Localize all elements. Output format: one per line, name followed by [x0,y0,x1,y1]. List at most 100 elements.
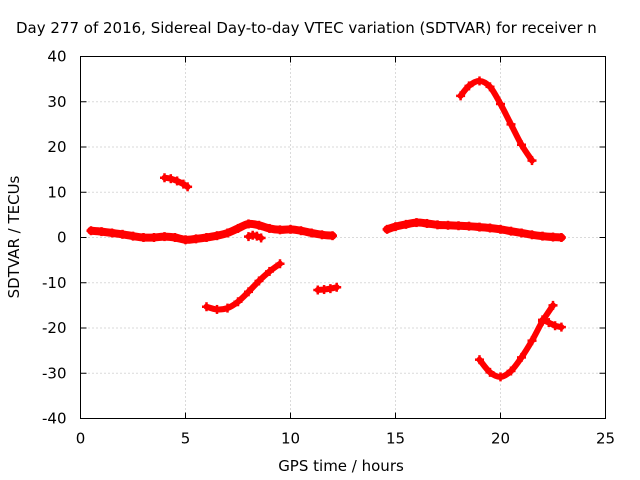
data-point [401,219,411,229]
data-point [506,366,516,376]
data-point [456,91,466,101]
x-axis-label: GPS time / hours [278,457,404,475]
data-point [202,233,211,242]
data-point [212,231,222,241]
data-point [170,233,180,242]
data-point [139,233,148,242]
data-point [325,284,335,294]
data-point [307,228,316,238]
data-point [485,223,495,233]
series-main-band-early [86,219,337,245]
series-short-arc-negative-19 [538,315,566,332]
data-point [275,225,285,235]
data-point [382,224,392,234]
y-tick-label: -10 [42,274,67,292]
x-tick-label: 0 [76,430,86,448]
data-point [317,230,327,240]
x-tick-label: 25 [596,430,615,448]
series-short-arc-negative-11 [313,282,342,295]
data-point [328,231,337,241]
y-tick-label: 20 [47,138,66,156]
data-point [538,315,547,325]
data-point [332,282,342,292]
data-point [128,231,138,241]
data-point [265,223,274,233]
x-tick-label: 20 [491,430,510,448]
data-point [485,82,495,92]
y-tick-label: 0 [57,229,67,247]
data-point [556,322,566,332]
data-point [496,224,505,234]
x-tick-label: 5 [181,430,191,448]
data-point [172,176,182,186]
data-point [475,222,484,232]
y-tick-label: 30 [47,93,66,111]
data-point [118,229,127,239]
data-point [233,297,243,307]
series-line [87,219,337,244]
data-point [391,222,400,232]
data-point [475,355,484,365]
series-arc-high-30 [456,76,537,166]
data-point [454,221,463,231]
data-point [412,218,421,228]
data-point [517,140,526,150]
y-tick-label: 10 [47,183,66,201]
data-point [550,321,560,331]
y-axis: -40 -30 -20 -10 0 10 20 30 40 [42,48,606,428]
data-point [244,287,253,297]
data-point [166,174,176,184]
data-point [496,372,505,382]
data-point [538,231,547,241]
data-point [517,228,526,238]
data-point [296,226,306,236]
data-point [223,303,232,313]
y-tick-label: 40 [47,48,66,66]
data-point [149,233,159,242]
series-arc-low-30 [475,300,558,382]
data-point [256,233,266,243]
data-point [286,224,295,234]
x-tick-label: 15 [386,430,405,448]
data-point [433,220,442,230]
data-point [506,119,516,129]
data-point [496,99,505,109]
data-point [97,227,106,237]
data-point [527,156,537,166]
series-blip-8 [244,230,266,243]
data-point [202,302,211,312]
y-tick-label: -30 [42,364,67,382]
data-point [464,221,474,231]
data-point [517,352,526,362]
data-point [527,230,537,240]
x-tick-label: 10 [281,430,300,448]
data-point [544,318,554,328]
data-point [107,228,117,238]
data-point [233,223,243,233]
series-main-band-late [382,218,566,242]
data-point [244,219,253,229]
data-point [275,259,285,269]
chart-title: Day 277 of 2016, Sidereal Day-to-day VTE… [16,19,597,37]
y-tick-label: -20 [42,319,67,337]
x-axis: 0 5 10 15 20 25 [76,56,615,448]
data-point [183,182,193,192]
data-point [475,76,484,86]
data-point [527,336,537,346]
data-point [556,233,566,242]
data-point [422,218,432,228]
data-point [548,232,558,242]
data-point [443,220,453,230]
series-short-arc-13 [160,173,193,192]
data-point [181,235,190,245]
data-series [86,76,566,382]
data-point [223,228,232,238]
data-point [86,226,96,236]
y-axis-label: SDTVAR / TECUs [5,175,23,298]
data-point [464,81,474,91]
data-point [191,234,201,244]
data-point [485,367,495,377]
data-point [254,276,264,286]
series-arc-negative-15 [202,259,285,314]
